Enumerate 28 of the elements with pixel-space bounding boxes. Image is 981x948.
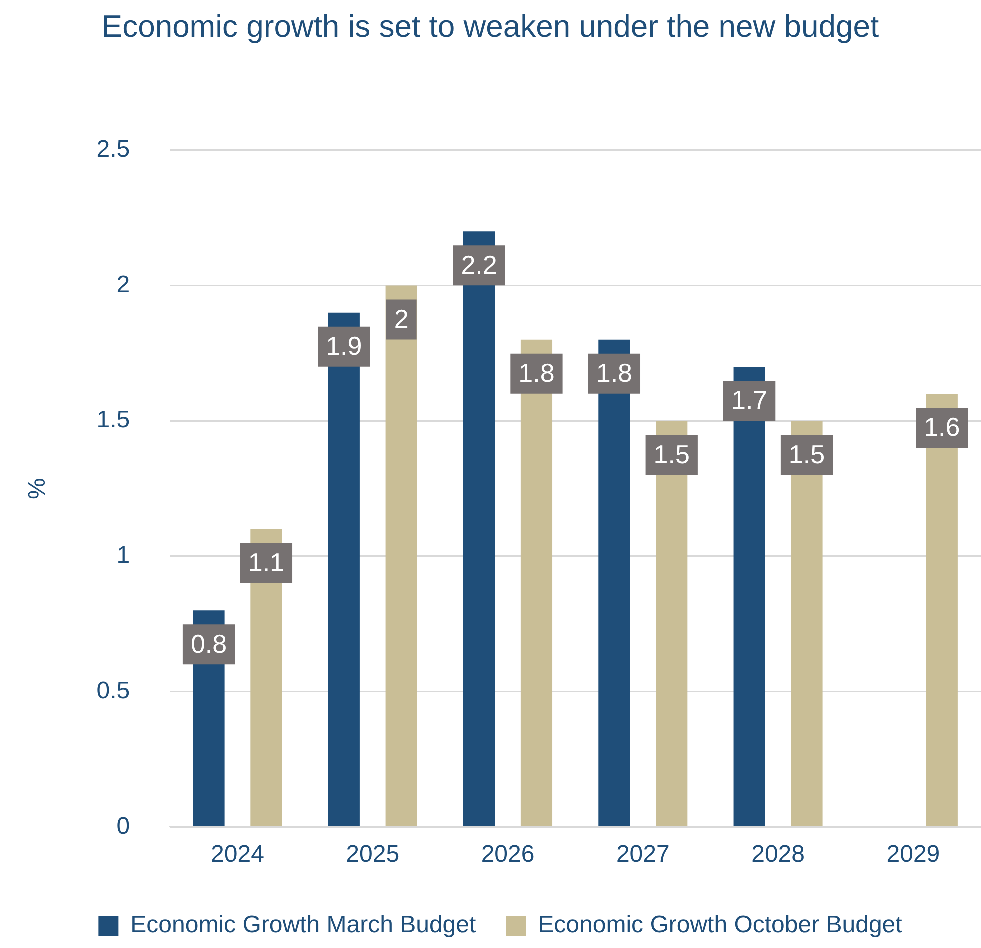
data-label: 2.2 [461,250,498,280]
y-tick-label: 2 [116,271,130,298]
y-tick-label: 1 [116,542,130,570]
x-tick-label: 2028 [752,841,805,868]
x-tick-label: 2029 [886,841,940,868]
data-label: 1.6 [924,412,960,442]
data-label: 1.8 [596,358,633,388]
y-tick-label: 2.5 [96,136,130,164]
y-axis-title: % [24,478,52,500]
data-label: 1.7 [731,385,768,416]
x-tick-label: 2025 [346,841,400,868]
data-label: 1.5 [654,439,690,470]
data-label: 1.8 [518,358,555,388]
x-tick-label: 2024 [211,841,264,868]
data-label: 1.1 [248,548,285,578]
y-tick-label: 0.5 [96,677,130,704]
chart-title: Economic growth is set to weaken under the new budget [100,8,880,46]
x-tick-label: 2027 [616,841,670,868]
y-tick-label: 0 [116,812,130,840]
y-tick-label: 1.5 [96,406,130,434]
bar [386,286,418,826]
legend-label: Economic Growth March Budget [130,912,476,939]
x-tick-label: 2026 [481,841,535,868]
data-label: 1.9 [326,331,362,362]
data-label: 1.5 [788,439,826,470]
data-label: 0.8 [190,628,228,659]
legend-label: Economic Growth October Budget [538,912,903,939]
data-label: 2 [394,304,409,334]
